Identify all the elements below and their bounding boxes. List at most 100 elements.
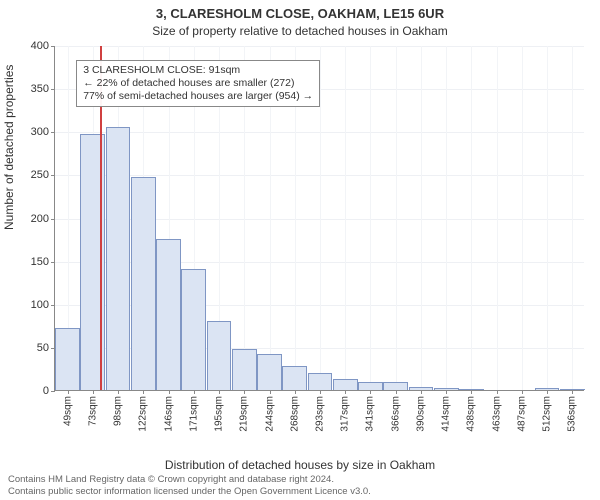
xtick-mark	[471, 390, 472, 394]
xtick-label: 146sqm	[163, 396, 174, 432]
xtick-mark	[370, 390, 371, 394]
plot-area: 05010015020025030035040049sqm73sqm98sqm1…	[54, 46, 584, 391]
xtick-label: 487sqm	[516, 396, 527, 432]
xtick-mark	[270, 390, 271, 394]
ytick-mark	[51, 132, 55, 133]
xtick-label: 268sqm	[289, 396, 300, 432]
xtick-mark	[572, 390, 573, 394]
annotation-box: 3 CLARESHOLM CLOSE: 91sqm← 22% of detach…	[76, 60, 320, 107]
page-title: 3, CLARESHOLM CLOSE, OAKHAM, LE15 6UR	[0, 6, 600, 21]
gridline-v	[446, 46, 447, 390]
xtick-mark	[244, 390, 245, 394]
annot-line-2: ← 22% of detached houses are smaller (27…	[83, 77, 313, 90]
histogram-bar	[207, 321, 232, 390]
ytick-label: 100	[31, 299, 49, 311]
xtick-mark	[421, 390, 422, 394]
gridline-v	[396, 46, 397, 390]
xtick-label: 341sqm	[365, 396, 376, 432]
histogram-bar	[232, 349, 257, 390]
ytick-label: 200	[31, 213, 49, 225]
chart-subtitle: Size of property relative to detached ho…	[0, 24, 600, 38]
xtick-mark	[219, 390, 220, 394]
histogram-bar	[181, 269, 206, 390]
ytick-label: 350	[31, 83, 49, 95]
xtick-mark	[396, 390, 397, 394]
gridline-v	[522, 46, 523, 390]
ytick-label: 400	[31, 40, 49, 52]
ytick-label: 150	[31, 256, 49, 268]
y-axis-label: Number of detached properties	[2, 65, 16, 230]
ytick-mark	[51, 175, 55, 176]
xtick-mark	[68, 390, 69, 394]
ytick-mark	[51, 219, 55, 220]
xtick-label: 390sqm	[415, 396, 426, 432]
histogram-bar	[434, 388, 459, 390]
annot-line-3: 77% of semi-detached houses are larger (…	[83, 90, 313, 103]
histogram-bar	[535, 388, 560, 390]
histogram-bar	[358, 382, 383, 390]
xtick-mark	[497, 390, 498, 394]
xtick-label: 366sqm	[390, 396, 401, 432]
xtick-mark	[194, 390, 195, 394]
xtick-mark	[93, 390, 94, 394]
annot-line-1: 3 CLARESHOLM CLOSE: 91sqm	[83, 64, 313, 77]
ytick-label: 300	[31, 126, 49, 138]
ytick-mark	[51, 46, 55, 47]
xtick-label: 438sqm	[466, 396, 477, 432]
xtick-label: 219sqm	[239, 396, 250, 432]
xtick-label: 512sqm	[542, 396, 553, 432]
xtick-label: 49sqm	[62, 396, 73, 426]
gridline-v	[572, 46, 573, 390]
histogram-bar	[106, 127, 131, 390]
xtick-mark	[345, 390, 346, 394]
histogram-bar	[308, 373, 333, 390]
ytick-mark	[51, 262, 55, 263]
xtick-mark	[522, 390, 523, 394]
xtick-label: 195sqm	[214, 396, 225, 432]
chart-container: 3, CLARESHOLM CLOSE, OAKHAM, LE15 6UR Si…	[0, 0, 600, 500]
histogram-bar	[257, 354, 282, 390]
histogram-bar	[560, 389, 585, 390]
ytick-label: 0	[43, 385, 49, 397]
gridline-v	[345, 46, 346, 390]
xtick-label: 122sqm	[138, 396, 149, 432]
footer-line-1: Contains HM Land Registry data © Crown c…	[8, 474, 592, 485]
xtick-label: 293sqm	[315, 396, 326, 432]
histogram-bar	[459, 389, 484, 390]
xtick-mark	[118, 390, 119, 394]
ytick-label: 250	[31, 169, 49, 181]
histogram-bar	[131, 177, 156, 390]
ytick-mark	[51, 305, 55, 306]
footer-line-2: Contains public sector information licen…	[8, 486, 592, 497]
xtick-mark	[547, 390, 548, 394]
ytick-label: 50	[37, 342, 49, 354]
histogram-bar	[282, 366, 307, 390]
gridline-v	[471, 46, 472, 390]
xtick-label: 73sqm	[87, 396, 98, 426]
footer-attribution: Contains HM Land Registry data © Crown c…	[8, 474, 592, 497]
xtick-mark	[143, 390, 144, 394]
xtick-mark	[320, 390, 321, 394]
gridline-v	[497, 46, 498, 390]
xtick-mark	[446, 390, 447, 394]
ytick-mark	[51, 89, 55, 90]
xtick-label: 536sqm	[567, 396, 578, 432]
xtick-label: 244sqm	[264, 396, 275, 432]
histogram-bar	[409, 387, 434, 390]
histogram-bar	[156, 239, 181, 390]
x-axis-label: Distribution of detached houses by size …	[0, 458, 600, 472]
gridline-v	[370, 46, 371, 390]
xtick-mark	[295, 390, 296, 394]
xtick-mark	[169, 390, 170, 394]
gridline-v	[547, 46, 548, 390]
histogram-bar	[333, 379, 358, 390]
histogram-bar	[383, 382, 408, 390]
histogram-bar	[55, 328, 80, 390]
xtick-label: 414sqm	[441, 396, 452, 432]
xtick-label: 98sqm	[113, 396, 124, 426]
xtick-label: 317sqm	[340, 396, 351, 432]
xtick-label: 171sqm	[188, 396, 199, 432]
xtick-label: 463sqm	[491, 396, 502, 432]
ytick-mark	[51, 391, 55, 392]
gridline-v	[421, 46, 422, 390]
